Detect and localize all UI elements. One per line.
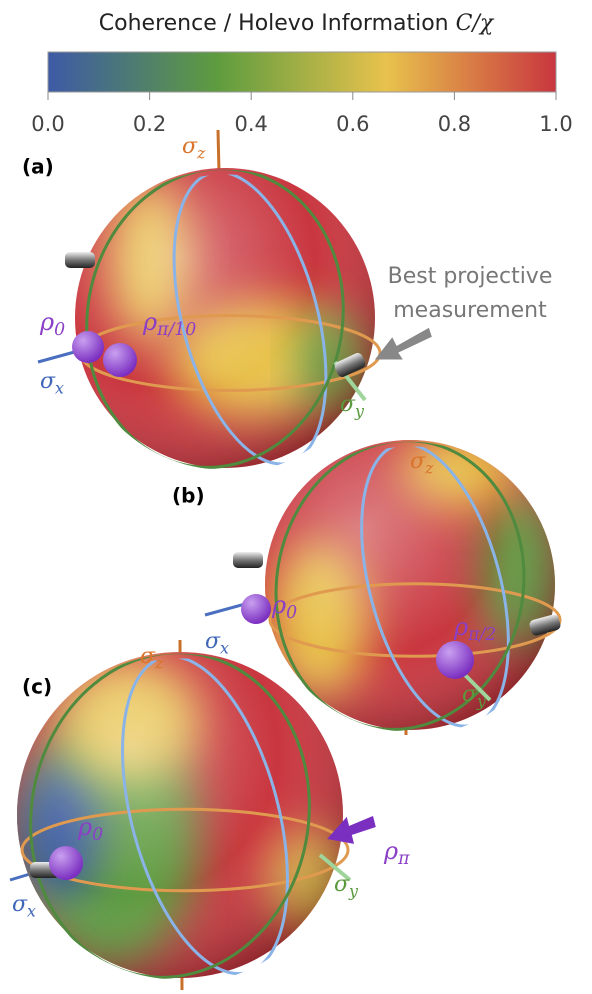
colorbar-tick-label: 1.0: [539, 112, 572, 136]
z-axis-label-base: σ: [410, 449, 426, 474]
panel-label: (b): [172, 484, 205, 508]
colorbar-tick-label: 0.0: [31, 112, 64, 136]
state-label-sub: 0: [92, 825, 103, 845]
state-label-sub: π/10: [156, 320, 196, 340]
z-axis-label-base: σ: [140, 644, 156, 669]
panel-label: (c): [22, 675, 52, 699]
z-axis-label-sub: z: [424, 458, 434, 477]
z-axis-label-base: σ: [182, 134, 198, 159]
state-label-sub: 0: [286, 603, 297, 623]
colorbar-title: Coherence / Holevo Information C/χ: [99, 11, 495, 36]
state-point: [49, 846, 83, 880]
measurement-cylinder: [233, 552, 263, 568]
state-label: ρ0: [39, 308, 65, 340]
state-label-base: ρ: [271, 591, 286, 619]
annotation: measurement: [393, 298, 547, 323]
colorbar-tick-label: 0.8: [438, 112, 471, 136]
x-axis-label-base: σ: [40, 369, 56, 394]
state-label: ρπ: [383, 837, 410, 869]
colorbar-ticks: 0.0 0.2 0.4 0.6 0.8 1.0: [31, 92, 572, 136]
sphere-colors: [265, 430, 560, 730]
state-label-sub: 0: [54, 320, 65, 340]
x-axis-label-sub: x: [55, 378, 64, 397]
y-axis-label-sub: y: [348, 881, 359, 900]
colorbar-title-text: Coherence / Holevo Information: [99, 11, 449, 36]
state-label-base: ρ: [77, 813, 92, 841]
x-axis-label-sub: x: [27, 901, 36, 920]
y-axis-label-base: σ: [340, 392, 356, 417]
z-axis-label-sub: z: [154, 653, 164, 672]
state-label-sub: π: [397, 849, 410, 869]
x-axis-label-base: σ: [205, 629, 221, 654]
annotation: Best projective: [388, 264, 553, 289]
panel-label: (a): [22, 155, 54, 179]
x-axis-label-sub: x: [220, 638, 229, 657]
z-axis-label: σz: [182, 134, 206, 162]
x-axis-label: σx: [12, 892, 36, 920]
y-axis-label-sub: y: [476, 691, 487, 710]
y-axis-label: σy: [334, 872, 359, 900]
state-point: [103, 343, 137, 377]
state-point: [241, 594, 271, 624]
x-axis-label-base: σ: [12, 892, 28, 917]
colorbar: [48, 52, 556, 92]
annotation-arrow: [378, 330, 430, 358]
measurement-cylinder: [65, 252, 95, 268]
y-axis-label-base: σ: [462, 682, 478, 707]
z-axis-label-sub: z: [196, 143, 206, 162]
x-axis-label: σx: [205, 629, 229, 657]
y-axis-label-sub: y: [354, 401, 365, 420]
state-label-base: ρ: [39, 308, 54, 336]
figure: Coherence / Holevo Information C/χ 0.00.…: [0, 0, 592, 994]
colorbar-tick-label: 0.2: [133, 112, 166, 136]
state-point: [436, 641, 474, 679]
state-label-base: ρ: [383, 837, 398, 865]
state-point: [72, 331, 104, 363]
y-axis-label-base: σ: [334, 872, 350, 897]
x-axis-label: σx: [40, 369, 64, 397]
colorbar-tick-label: 0.6: [336, 112, 369, 136]
colorbar-tick-label: 0.4: [234, 112, 267, 136]
state-label-sub: π/2: [467, 625, 496, 645]
state-label-base: ρ: [142, 308, 157, 336]
z-axis-label: σz: [140, 644, 164, 672]
colorbar-symbol: C/χ: [456, 11, 495, 36]
state-label-base: ρ: [453, 613, 468, 641]
